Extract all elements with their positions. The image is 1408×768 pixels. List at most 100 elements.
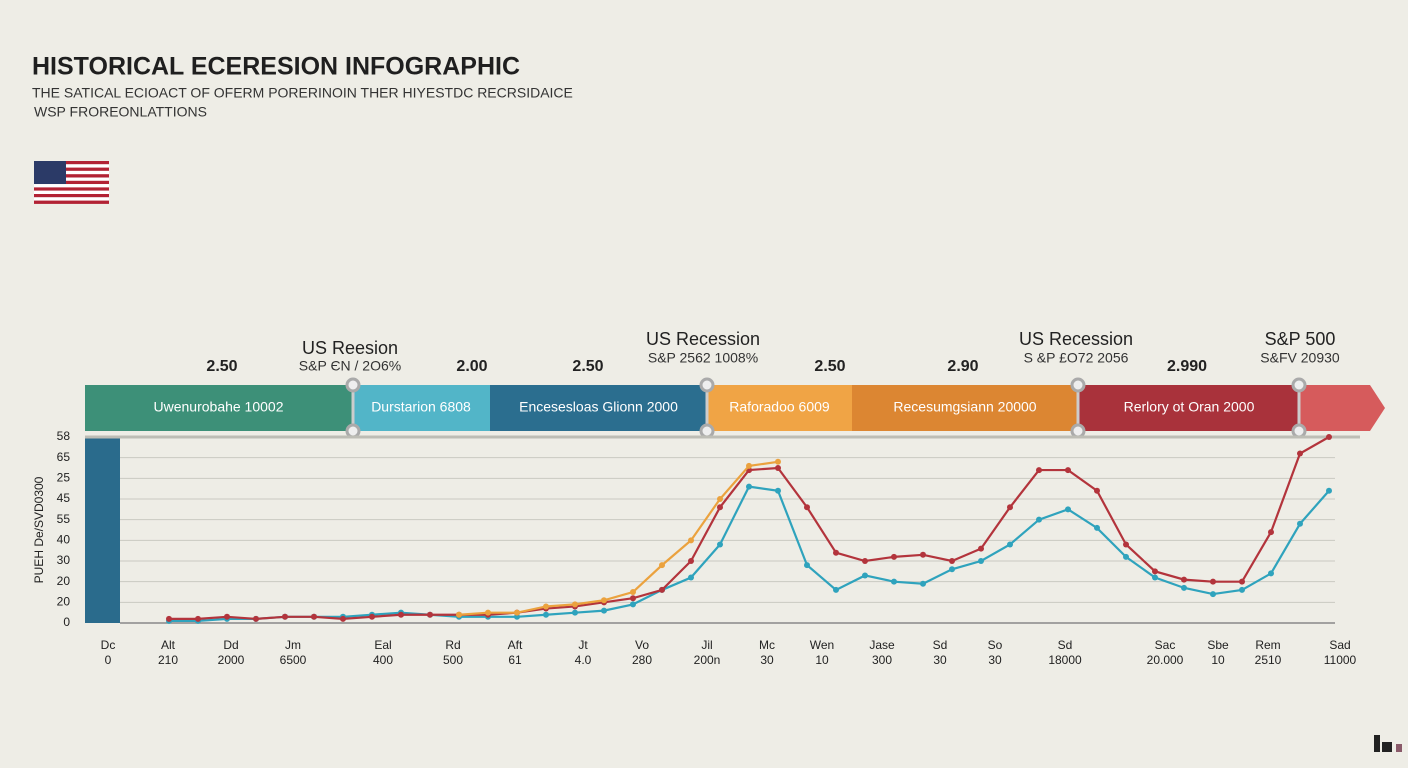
x-tick-label: 11000 — [1324, 653, 1357, 667]
data-point — [398, 611, 404, 618]
y-tick-label: 55 — [57, 512, 71, 526]
data-point — [514, 609, 520, 616]
marker-dot — [699, 377, 715, 393]
timeline-segment — [1078, 385, 1300, 431]
data-point — [572, 601, 578, 608]
data-point — [543, 603, 549, 610]
data-point — [543, 611, 549, 618]
data-point — [1123, 553, 1129, 560]
y-tick-label: 45 — [57, 491, 71, 505]
callout-text: S&FV 20930 — [1260, 350, 1340, 366]
data-point — [601, 597, 607, 604]
x-tick-label: Dc — [101, 638, 116, 652]
data-point — [804, 504, 810, 511]
data-point — [862, 558, 868, 564]
flag-stripe — [34, 197, 109, 201]
data-point — [1268, 570, 1274, 577]
data-point — [253, 615, 259, 622]
timeline-segment — [490, 385, 707, 431]
logo-mark — [1396, 744, 1402, 752]
data-point — [195, 615, 201, 622]
x-tick-label: Sd — [933, 638, 948, 652]
x-tick-label: 6500 — [280, 653, 307, 667]
data-point — [1152, 574, 1158, 581]
flag-stripe — [34, 167, 109, 171]
x-tick-label: 30 — [760, 653, 774, 667]
marker-dot — [1291, 377, 1307, 393]
marker-dot — [1291, 423, 1307, 439]
data-point — [1297, 520, 1303, 527]
data-point — [891, 553, 897, 560]
data-point — [1239, 578, 1245, 585]
x-tick-label: 18000 — [1048, 653, 1082, 667]
flag-canton — [34, 161, 66, 184]
data-point — [1007, 504, 1013, 511]
x-tick-label: 500 — [443, 653, 463, 667]
y-tick-label: 20 — [57, 574, 71, 588]
logo-mark — [1382, 742, 1392, 752]
logo-mark — [1374, 735, 1380, 752]
x-tick-label: Sd — [1058, 638, 1073, 652]
data-point — [1036, 467, 1042, 474]
x-tick-label: So — [988, 638, 1003, 652]
data-point — [688, 574, 694, 581]
y-tick-label: 65 — [57, 450, 71, 464]
subtitle: THE SATICAL ECIOACT OF OFERM PORERINOIN … — [32, 85, 573, 101]
marker-dot — [1070, 377, 1086, 393]
y-tick-label: 0 — [63, 615, 70, 629]
marker-dot — [345, 377, 361, 393]
x-tick-label: Jt — [578, 638, 588, 652]
data-point — [746, 483, 752, 490]
data-point — [1239, 586, 1245, 593]
data-point — [601, 607, 607, 614]
y-axis-label: PUEH De/SVD0300 — [32, 476, 46, 583]
data-point — [1065, 506, 1071, 513]
data-point — [1268, 529, 1274, 536]
x-tick-label: 30 — [933, 653, 947, 667]
timeline-label: Raforadoo 6009 — [729, 399, 830, 415]
x-tick-label: Alt — [161, 638, 176, 652]
data-point — [920, 580, 926, 587]
callout-text: S&P 2562 1008% — [648, 350, 758, 366]
flag-stripe — [34, 164, 109, 168]
x-tick-label: 400 — [373, 653, 393, 667]
title: HISTORICAL ECERESION INFOGRAPHIC — [32, 53, 520, 81]
data-point — [746, 462, 752, 469]
data-point — [978, 545, 984, 552]
x-tick-label: 10 — [815, 653, 829, 667]
data-point — [920, 551, 926, 558]
data-point — [833, 586, 839, 593]
data-point — [1326, 434, 1332, 440]
subtitle: WSP FROREONLATTIONS — [34, 104, 207, 120]
data-point — [485, 609, 491, 616]
timeline-arrow — [1300, 385, 1385, 431]
x-tick-label: Sac — [1155, 638, 1176, 652]
data-point — [340, 615, 346, 622]
data-point — [1094, 524, 1100, 531]
data-point — [1297, 450, 1303, 457]
y-tick-label: 20 — [57, 595, 71, 609]
x-tick-label: 210 — [158, 653, 178, 667]
data-point — [1094, 487, 1100, 494]
timeline-label: Encesesloas Glionn 2000 — [519, 399, 678, 415]
flag-stripe — [34, 177, 109, 181]
flag-stripe — [34, 184, 109, 188]
x-tick-label: 0 — [105, 653, 112, 667]
timeline-segment — [85, 385, 352, 431]
data-point — [1210, 591, 1216, 598]
data-point — [775, 487, 781, 494]
y-tick-label: 25 — [57, 471, 71, 485]
callout-title: US Recession — [1019, 329, 1133, 349]
x-tick-label: 2510 — [1255, 653, 1282, 667]
timeline-label: Recesumgsiann 20000 — [893, 399, 1036, 415]
logo — [1374, 735, 1402, 752]
x-tick-label: 4.0 — [575, 653, 592, 667]
timeline-segment — [707, 385, 852, 431]
marker-dot — [345, 423, 361, 439]
x-tick-label: 280 — [632, 653, 652, 667]
series-line — [458, 460, 779, 616]
data-point — [630, 601, 636, 608]
data-point — [891, 578, 897, 585]
data-point — [775, 465, 781, 471]
